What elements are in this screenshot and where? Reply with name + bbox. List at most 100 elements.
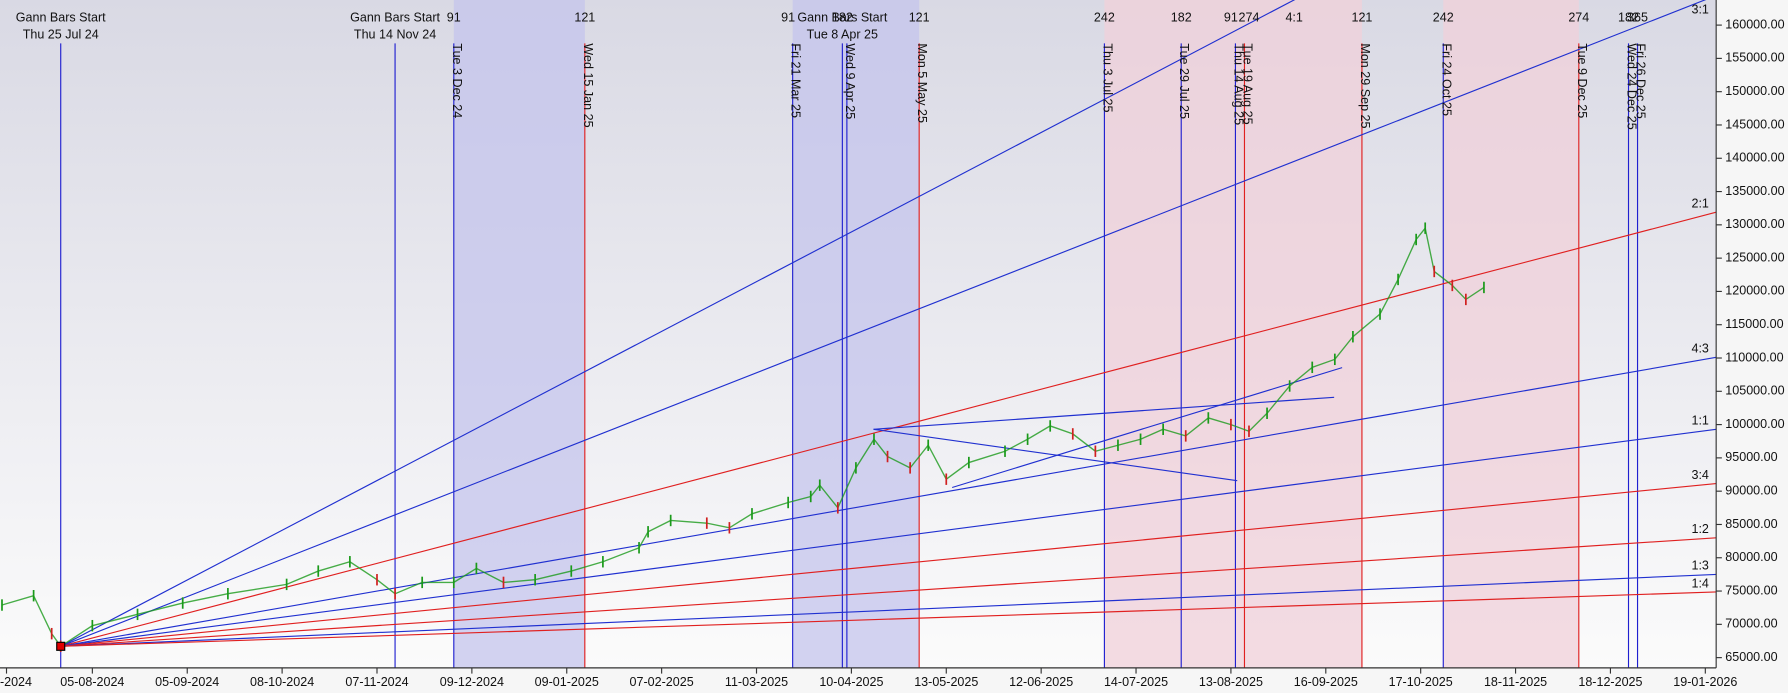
x-tick-label: 09-01-2025 xyxy=(535,675,599,689)
y-tick-label: 95000.00 xyxy=(1725,450,1777,464)
labels: Gann Bars Start Thu 25 Jul 24 Gann Bars St… xyxy=(0,3,1785,689)
fan-label: 3:4 xyxy=(1691,468,1708,482)
y-tick-label: 115000.00 xyxy=(1725,317,1783,331)
x-tick-label: 05-09-2024 xyxy=(155,675,219,689)
count-label: 182 xyxy=(1171,11,1192,25)
fan-line xyxy=(60,573,1717,647)
count-label: 121 xyxy=(909,11,930,25)
x-tick-label: 07-11-2024 xyxy=(345,675,408,689)
y-tick-label: 90000.00 xyxy=(1725,483,1777,497)
count-label: 4:1 xyxy=(1285,11,1302,25)
trendline xyxy=(873,428,1238,482)
event-date: Wed 15 Jan 25 xyxy=(581,43,595,127)
trendline xyxy=(951,367,1343,489)
y-tick-label: 160000.00 xyxy=(1725,17,1784,31)
count-label: 91 xyxy=(1224,11,1238,25)
x-tick-label: 19-01-2026 xyxy=(1673,675,1737,689)
x-tick-label: 05-08-2024 xyxy=(60,675,124,689)
count-label: 91 xyxy=(447,11,461,25)
fan-origin xyxy=(56,641,66,651)
event-date: Tue 8 Apr 25 xyxy=(807,28,878,42)
fan-line xyxy=(60,0,1707,647)
y-tick-label: 140000.00 xyxy=(1725,151,1784,165)
events xyxy=(60,43,1639,668)
fan-line xyxy=(60,537,1717,647)
y-tick-label: 100000.00 xyxy=(1725,417,1784,431)
x-tick-label: 13-05-2025 xyxy=(914,675,978,689)
zone xyxy=(453,0,585,668)
count-label: 274 xyxy=(1239,11,1260,25)
event-date: Thu 25 Jul 24 xyxy=(23,28,99,42)
fan-line xyxy=(60,482,1717,647)
fan-label: 1:2 xyxy=(1691,522,1708,536)
y-tick-label: 105000.00 xyxy=(1725,384,1784,398)
event-heading: Gann Bars Start xyxy=(16,11,106,25)
fan-line xyxy=(60,0,1296,647)
count-label: 274 xyxy=(1568,11,1589,25)
fan-label: 2:1 xyxy=(1691,197,1708,211)
x-tick-label: 11-03-2025 xyxy=(725,675,788,689)
event-date: Thu 14 Aug 25 xyxy=(1231,43,1245,125)
zone xyxy=(1443,0,1579,668)
x-tick-label: 09-12-2024 xyxy=(440,675,504,689)
x-tick-label: 08-10-2024 xyxy=(250,675,314,689)
zones xyxy=(453,0,1579,668)
event-date: Wed 24 Dec 25 xyxy=(1624,43,1638,129)
fan-label: 1:4 xyxy=(1691,576,1708,590)
x-tick-label: 07-02-2025 xyxy=(630,675,694,689)
event-date: Fri 21 Mar 25 xyxy=(789,43,803,118)
x-tick-label: 10-04-2025 xyxy=(819,675,883,689)
count-label: 182 xyxy=(832,11,853,25)
y-tick-label: 150000.00 xyxy=(1725,84,1784,98)
event-heading: Gann Bars Start xyxy=(350,11,440,25)
count-label: 182 xyxy=(1618,11,1639,25)
count-label: 121 xyxy=(1351,11,1372,25)
fans xyxy=(60,0,1717,647)
y-tick-label: 145000.00 xyxy=(1725,117,1784,131)
y-tick-label: 75000.00 xyxy=(1725,583,1777,597)
price xyxy=(1,222,1485,653)
event-date: Wed 9 Apr 25 xyxy=(843,43,857,119)
x-tick-label: 14-07-2025 xyxy=(1104,675,1168,689)
trendline xyxy=(873,396,1335,430)
fan-line xyxy=(60,591,1717,647)
y-tick-label: 120000.00 xyxy=(1725,284,1784,298)
count-label: 365 xyxy=(1627,11,1648,25)
y-tick-label: 135000.00 xyxy=(1725,184,1784,198)
y-tick-label: 80000.00 xyxy=(1725,550,1777,564)
y-tick-label: 70000.00 xyxy=(1725,617,1777,631)
x-tick-label: 16-09-2025 xyxy=(1294,675,1358,689)
fan-label: 1:1 xyxy=(1691,414,1708,428)
x-tick-label: 18-11-2025 xyxy=(1484,675,1547,689)
fan-line xyxy=(60,211,1717,647)
y-tick-label: 155000.00 xyxy=(1725,51,1784,65)
event-date: Tue 29 Jul 25 xyxy=(1177,43,1191,119)
y-tick-label: 125000.00 xyxy=(1725,250,1784,264)
x-tick-label: 17-10-2025 xyxy=(1389,675,1453,689)
trendlines xyxy=(873,367,1343,489)
fan-label: 1:3 xyxy=(1691,559,1708,573)
y-tick-label: 65000.00 xyxy=(1725,650,1777,664)
x-tick-label: -2024 xyxy=(0,675,32,689)
event-date: Tue 9 Dec 25 xyxy=(1575,43,1589,118)
count-label: 91 xyxy=(781,11,795,25)
event-date: Fri 24 Oct 25 xyxy=(1439,43,1453,116)
x-tick-label: 18-12-2025 xyxy=(1578,675,1642,689)
x-tick-label: 13-08-2025 xyxy=(1199,675,1263,689)
zone xyxy=(1104,0,1362,668)
y-tick-label: 110000.00 xyxy=(1725,350,1783,364)
y-tick-label: 130000.00 xyxy=(1725,217,1784,231)
fan-line xyxy=(60,428,1717,647)
axes xyxy=(0,0,1722,674)
fan-line xyxy=(60,356,1717,647)
event-date: Tue 19 Aug 25 xyxy=(1240,43,1254,124)
count-label: 121 xyxy=(574,11,595,25)
event-date: Fri 26 Dec 25 xyxy=(1634,43,1648,118)
x-tick-label: 12-06-2025 xyxy=(1009,675,1073,689)
fan-label: 4:3 xyxy=(1691,342,1708,356)
event-date: Thu 14 Nov 24 xyxy=(354,28,436,42)
event-heading: Gann Bars Start xyxy=(797,11,887,25)
y-tick-label: 85000.00 xyxy=(1725,517,1777,531)
